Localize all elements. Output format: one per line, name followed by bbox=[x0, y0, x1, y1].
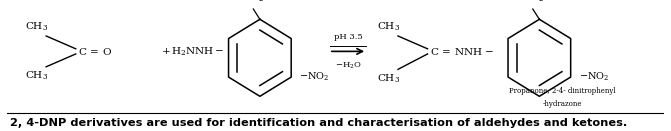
Text: $\mathregular{C\,=\,NNH\,-}$: $\mathregular{C\,=\,NNH\,-}$ bbox=[429, 46, 494, 57]
Text: $\mathregular{CH_3}$: $\mathregular{CH_3}$ bbox=[25, 21, 48, 33]
Text: $\mathregular{NO_2}$: $\mathregular{NO_2}$ bbox=[521, 0, 544, 4]
Text: $\mathregular{CH_3}$: $\mathregular{CH_3}$ bbox=[25, 70, 48, 82]
Text: 2, 4-DNP derivatives are used for identification and characterisation of aldehyd: 2, 4-DNP derivatives are used for identi… bbox=[10, 118, 627, 128]
Text: $\mathregular{NO_2}$: $\mathregular{NO_2}$ bbox=[242, 0, 264, 4]
Text: $\mathregular{-H_2O}$: $\mathregular{-H_2O}$ bbox=[335, 60, 362, 71]
Text: $\mathregular{-NO_2}$: $\mathregular{-NO_2}$ bbox=[579, 71, 609, 83]
Text: Propanone, 2-4- dinitrophenyl: Propanone, 2-4- dinitrophenyl bbox=[509, 87, 615, 95]
Text: $\mathregular{CH_3}$: $\mathregular{CH_3}$ bbox=[376, 21, 400, 33]
Text: $\mathregular{+\,H_2NNH-}$: $\mathregular{+\,H_2NNH-}$ bbox=[161, 45, 225, 58]
Text: $\mathregular{C\,=\,O}$: $\mathregular{C\,=\,O}$ bbox=[78, 46, 112, 57]
Text: -hydrazone: -hydrazone bbox=[543, 100, 582, 108]
Text: pH 3.5: pH 3.5 bbox=[333, 33, 362, 41]
Text: $\mathregular{-NO_2}$: $\mathregular{-NO_2}$ bbox=[299, 71, 329, 83]
Text: $\mathregular{CH_3}$: $\mathregular{CH_3}$ bbox=[376, 72, 400, 85]
